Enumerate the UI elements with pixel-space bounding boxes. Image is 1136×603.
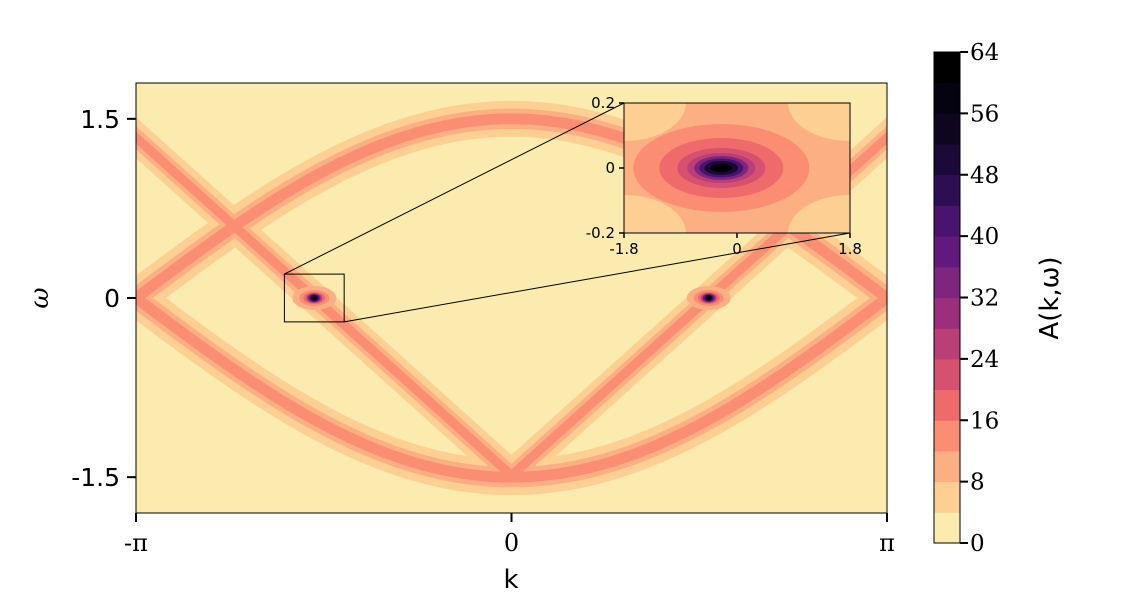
inset-corner-3	[624, 195, 686, 233]
colorbar-cell	[934, 389, 960, 421]
band-lower-level-3	[136, 291, 887, 483]
colorbar-cell	[934, 52, 960, 84]
inset-x-tick-label: -1.8	[609, 240, 638, 258]
main-y-axis-label: ω	[25, 287, 55, 308]
inset-y-tick-label: 0	[605, 159, 615, 177]
y-tick-label: -1.5	[71, 463, 120, 492]
inset-corner-1	[624, 103, 686, 141]
colorbar-tick-label: 0	[970, 531, 985, 557]
colorbar-cell	[934, 174, 960, 206]
x-tick-label: -π	[124, 529, 148, 557]
colorbar-cell	[934, 144, 960, 176]
colorbar-tick-label: 16	[970, 408, 999, 434]
colorbar-tick-label: 8	[970, 470, 985, 496]
dirac-peak-2-ring-7	[706, 296, 711, 300]
colorbar-cell	[934, 205, 960, 237]
main-y-ticks: 1.5 0 -1.5	[71, 105, 136, 492]
colorbar-tick-label: 56	[970, 101, 999, 127]
y-tick-label: 1.5	[80, 105, 120, 134]
inset-x-tick-label: 0	[732, 240, 742, 258]
colorbar-cell	[934, 358, 960, 391]
colorbar-cell	[934, 82, 960, 114]
colorbar-label: A(k,ω)	[1035, 256, 1065, 339]
colorbar-cell	[934, 512, 960, 544]
colorbar-tick-label: 64	[970, 40, 999, 66]
inset-x-tick-label: 1.8	[838, 240, 862, 258]
y-tick-label: 0	[104, 284, 120, 313]
inset-y-tick-label: 0.2	[591, 94, 615, 112]
dirac-peak-1-ring-7	[312, 296, 317, 300]
main-x-ticks: -π 0 π	[124, 513, 895, 557]
colorbar-cell	[934, 113, 960, 145]
inset-corner-4	[788, 195, 850, 233]
zoom-connector-bottom	[344, 232, 851, 323]
colorbar-cell	[934, 236, 960, 268]
colorbar: 0 8 16 24 32 40 48 56 64 A(k,ω)	[933, 40, 1065, 557]
inset-x-ticks: -1.8 0 1.8	[609, 233, 862, 258]
zoom-box	[283, 273, 345, 323]
colorbar-cell	[934, 420, 960, 452]
main-x-axis-label: k	[503, 565, 518, 595]
inset-plot: -1.8 0 1.8 0.2 0 -0.2	[586, 94, 862, 258]
inset-peak-ring-9	[715, 165, 728, 171]
inset-y-ticks: 0.2 0 -0.2	[586, 94, 624, 242]
colorbar-tick-label: 24	[970, 347, 999, 373]
inset-corner-2	[788, 103, 850, 141]
colorbar-cell	[934, 481, 960, 513]
x-tick-label: 0	[504, 529, 519, 557]
colorbar-ticks: 0 8 16 24 32 40 48 56 64	[960, 40, 999, 557]
colorbar-tick-label: 40	[970, 224, 999, 250]
zoom-indicator	[283, 102, 851, 323]
colorbar-tick-label: 48	[970, 163, 999, 189]
inset-y-tick-label: -0.2	[586, 224, 615, 242]
colorbar-cell	[934, 450, 960, 483]
zoom-connector-top	[284, 102, 625, 275]
x-tick-label: π	[879, 529, 895, 557]
colorbar-cell	[934, 297, 960, 329]
colorbar-cell	[934, 328, 960, 360]
inset-heatmap	[624, 103, 850, 233]
colorbar-cell	[934, 266, 960, 298]
colorbar-tick-label: 32	[970, 286, 999, 312]
